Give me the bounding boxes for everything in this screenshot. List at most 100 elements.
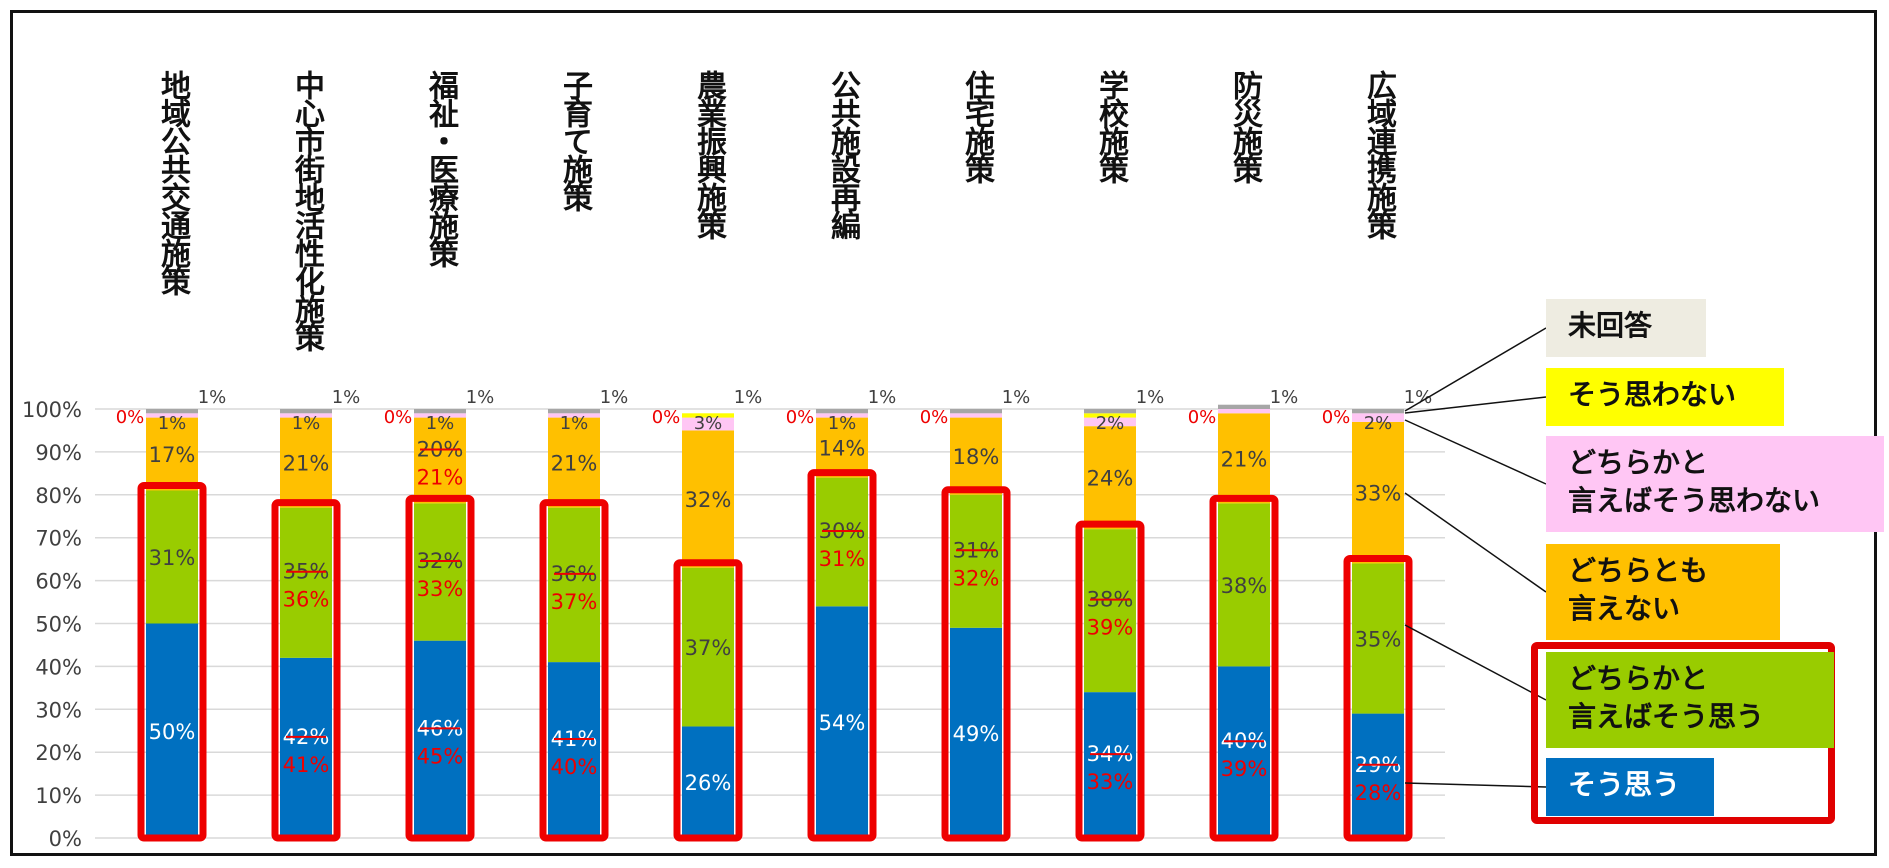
bar-segment — [1084, 409, 1136, 414]
previous-data-label: 21% — [417, 465, 464, 489]
bar-segment — [1218, 503, 1270, 667]
previous-data-label: 28% — [1355, 781, 1402, 805]
category-label: 福祉・医療施策 — [423, 70, 458, 266]
previous-data-label: 32% — [953, 566, 1000, 590]
bar-segment — [414, 413, 466, 418]
bar-segment — [548, 417, 600, 508]
y-tick-label: 30% — [35, 698, 82, 722]
y-tick-label: 50% — [35, 613, 82, 637]
y-tick-label: 100% — [22, 398, 82, 422]
agree-highlight-frame — [539, 499, 609, 842]
category-label: 広域連携施策 — [1361, 70, 1396, 238]
bar-segment — [816, 413, 868, 418]
bar-segment — [1084, 426, 1136, 530]
legend-item: そう思う — [1546, 758, 1714, 816]
bar-segment — [1352, 563, 1404, 714]
legend-leader-line — [1404, 419, 1547, 485]
legend-leader-line — [1404, 327, 1547, 412]
bar-segment — [950, 413, 1002, 418]
bar-segment — [280, 413, 332, 418]
data-label: 50% — [149, 720, 196, 744]
agree-highlight-frame — [137, 482, 207, 842]
small-data-label: 1% — [466, 387, 495, 408]
small-data-label: 0% — [652, 407, 681, 428]
small-data-label: 1% — [1002, 387, 1031, 408]
bar-segment — [950, 417, 1002, 495]
bar-segment — [146, 417, 198, 491]
bar-segment — [414, 640, 466, 838]
bar-segment — [816, 417, 868, 478]
previous-data-label: 39% — [1221, 757, 1268, 781]
y-tick-label: 40% — [35, 655, 82, 679]
bar-segment — [682, 430, 734, 568]
data-label: 38% — [1221, 574, 1268, 598]
previous-data-label: 40% — [551, 755, 598, 779]
agree-highlight-frame — [1209, 494, 1279, 842]
previous-data-label: 39% — [1087, 616, 1134, 640]
y-tick-label: 80% — [35, 484, 82, 508]
data-label: 26% — [685, 771, 732, 795]
bar-segment — [280, 409, 332, 414]
data-label: 32% — [685, 488, 732, 512]
data-label: 49% — [953, 722, 1000, 746]
bar-segment — [414, 503, 466, 641]
category-label: 学校施策 — [1093, 70, 1128, 182]
bar-segment — [1352, 409, 1404, 414]
bar-segment — [548, 662, 600, 838]
small-data-label: 0% — [1322, 407, 1351, 428]
small-data-label: 1% — [734, 387, 763, 408]
previous-data-label: 31% — [819, 547, 866, 571]
small-data-label: 3% — [694, 413, 723, 434]
small-data-label: 1% — [1404, 387, 1433, 408]
bar-segment — [816, 477, 868, 607]
small-data-label: 1% — [868, 387, 897, 408]
legend-leader-line — [1404, 396, 1547, 414]
bar-segment — [682, 726, 734, 838]
bar-segment — [146, 490, 198, 624]
bar-segment — [1218, 404, 1270, 409]
y-tick-label: 20% — [35, 741, 82, 765]
agree-highlight-frame — [271, 499, 341, 842]
legend-leader-line — [1404, 492, 1547, 593]
data-label: 18% — [953, 445, 1000, 469]
agree-highlight-frame — [405, 494, 475, 842]
small-data-label: 2% — [1096, 413, 1125, 434]
small-data-label: 1% — [600, 387, 629, 408]
previous-data-label: 36% — [283, 588, 330, 612]
small-data-label: 2% — [1364, 413, 1393, 434]
data-label: 37% — [685, 636, 732, 660]
legend-item: どちらかと 言えばそう思う — [1546, 652, 1834, 748]
bar-segment — [280, 657, 332, 838]
legend-leader-line — [1404, 624, 1547, 701]
bar-segment — [682, 417, 734, 431]
agree-highlight-frame — [1075, 520, 1145, 842]
bar-segment — [1218, 413, 1270, 504]
small-data-label: 1% — [1136, 387, 1165, 408]
small-data-label: 1% — [828, 413, 857, 434]
bar-segment — [816, 409, 868, 414]
small-data-label: 1% — [1270, 387, 1299, 408]
bar-segment — [280, 507, 332, 658]
previous-data-label: 33% — [1087, 770, 1134, 794]
small-data-label: 1% — [292, 413, 321, 434]
data-label: 24% — [1087, 467, 1134, 491]
bar-segment — [682, 567, 734, 727]
previous-data-label: 41% — [283, 753, 330, 777]
category-label: 中心市街地活性化施策 — [289, 70, 324, 350]
bar-segment — [950, 627, 1002, 838]
small-data-label: 0% — [786, 407, 815, 428]
bar-segment — [1218, 409, 1270, 414]
bar-segment — [1084, 413, 1136, 418]
data-label: 33% — [1355, 482, 1402, 506]
category-label: 地域公共交通施策 — [155, 70, 190, 294]
small-data-label: 0% — [920, 407, 949, 428]
previous-data-label: 33% — [417, 577, 464, 601]
data-label: 14% — [819, 437, 866, 461]
bar-segment — [1352, 421, 1404, 564]
bar-segment — [1352, 713, 1404, 838]
bar-segment — [950, 409, 1002, 414]
category-label: 子育て施策 — [557, 70, 592, 210]
small-data-label: 0% — [1188, 407, 1217, 428]
small-data-label: 0% — [116, 407, 145, 428]
